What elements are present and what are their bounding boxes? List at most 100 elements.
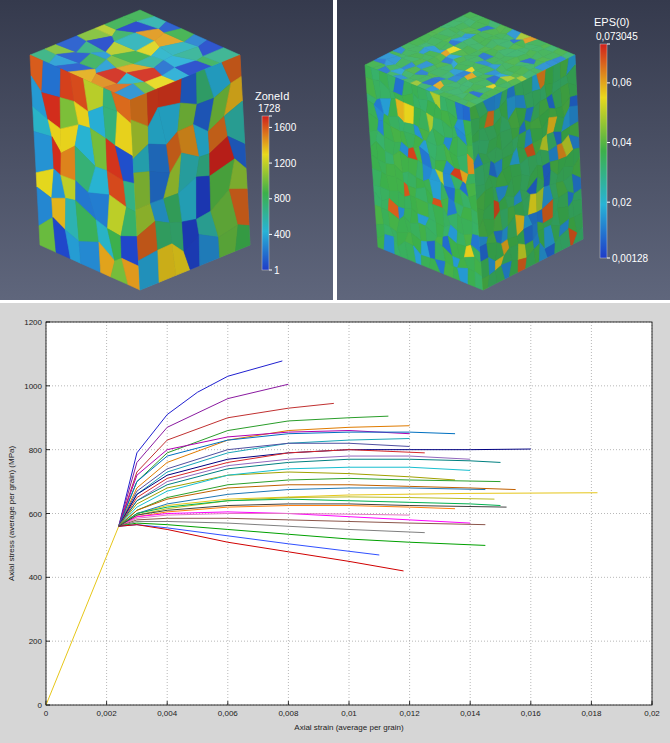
grain <box>115 146 134 184</box>
x-tick-label: 0,02 <box>644 709 660 718</box>
grain <box>371 67 380 80</box>
x-tick-label: 0 <box>44 709 49 718</box>
series-line <box>119 504 507 526</box>
series-line <box>119 521 425 532</box>
series-line <box>119 525 380 555</box>
colorbar-tick <box>269 234 272 235</box>
grid-line <box>46 641 652 642</box>
figure: ZoneId1400800120016001728EPS(0)0,001280,… <box>0 0 670 743</box>
cube <box>30 10 250 290</box>
grain <box>461 218 473 235</box>
colorbar-label: 0,02 <box>612 197 632 208</box>
tick <box>591 701 592 705</box>
grid-line <box>591 322 592 705</box>
grain <box>108 229 122 261</box>
colorbar-label: 0,06 <box>612 77 632 88</box>
plot-area <box>46 322 652 705</box>
x-axis-title: Axial strain (average per grain) <box>294 723 404 732</box>
grain <box>52 137 61 176</box>
colorbar-label: 0,00128 <box>612 253 649 264</box>
colorbar-tick <box>607 44 610 45</box>
grain <box>433 204 445 227</box>
tick <box>46 513 50 514</box>
colorbar-title: ZoneId <box>255 90 289 102</box>
tick <box>46 641 50 642</box>
series-line <box>119 525 404 571</box>
grid-line <box>530 322 531 705</box>
grain <box>466 174 475 184</box>
tick <box>288 701 289 705</box>
line-chart: 00,0020,0040,0060,0080,010,0120,0140,016… <box>0 303 670 743</box>
grain <box>463 105 471 121</box>
panel-background <box>0 0 333 300</box>
cube-panel: ZoneId1400800120016001728 <box>0 0 333 300</box>
grain <box>430 179 442 201</box>
chart-background <box>0 303 670 743</box>
tick <box>46 577 50 578</box>
grain <box>88 167 109 195</box>
grain <box>398 191 405 209</box>
x-tick-label: 0,018 <box>581 709 602 718</box>
grain <box>384 235 395 254</box>
plot-frame <box>46 322 652 705</box>
grain <box>90 128 107 171</box>
tick <box>167 701 168 705</box>
grain <box>400 151 408 173</box>
grain <box>385 151 394 164</box>
x-tick-label: 0,016 <box>521 709 542 718</box>
y-tick-label: 200 <box>29 637 43 646</box>
x-tick-label: 0,01 <box>341 709 357 718</box>
colorbar-tick <box>607 202 610 203</box>
colorbar-label: 1728 <box>258 103 281 114</box>
y-tick-label: 0 <box>38 701 43 710</box>
y-tick-label: 600 <box>29 510 43 519</box>
face-shade <box>130 55 250 290</box>
colorbar-tick <box>269 116 272 117</box>
series-line <box>119 488 486 526</box>
colorbar-label: 0,073045 <box>596 31 638 42</box>
grain <box>42 61 61 98</box>
tick <box>227 701 228 705</box>
colorbar-tick <box>269 198 272 199</box>
colorbar-label: 1600 <box>274 122 297 133</box>
grain <box>377 235 385 250</box>
colorbar-tick <box>607 82 610 83</box>
grain <box>79 242 101 273</box>
grain <box>468 269 476 288</box>
grain <box>458 268 469 284</box>
grain <box>427 241 435 260</box>
y-tick-label: 400 <box>29 573 43 582</box>
series-line <box>119 361 283 526</box>
grain <box>61 146 76 181</box>
cube <box>365 12 583 290</box>
series-line <box>119 478 501 526</box>
grid-line <box>46 385 652 386</box>
y-tick-label: 800 <box>29 446 43 455</box>
grain <box>433 128 445 146</box>
grain <box>61 175 76 200</box>
tick <box>470 701 471 705</box>
colorbar <box>600 44 607 258</box>
colorbar-title: EPS(0) <box>594 16 629 28</box>
series-line <box>119 512 470 526</box>
x-tick-label: 0,006 <box>218 709 239 718</box>
grain <box>404 103 414 125</box>
colorbar-tick <box>269 270 272 271</box>
grain <box>414 246 422 265</box>
grain <box>457 137 467 157</box>
y-tick-label: 1200 <box>24 318 42 327</box>
x-tick-label: 0,004 <box>157 709 178 718</box>
grain <box>83 79 103 112</box>
grid-line <box>46 577 652 578</box>
grain <box>408 186 416 198</box>
tick <box>349 701 350 705</box>
grain <box>444 262 454 278</box>
cube-panel: EPS(0) 0,00128 0,02 0,04 0,06 0,073045 <box>337 0 670 300</box>
grain <box>34 132 54 173</box>
tick <box>106 701 107 705</box>
series-line <box>119 449 531 526</box>
colorbar-label: 0,04 <box>612 137 632 148</box>
tick <box>409 701 410 705</box>
colorbar-label: 400 <box>274 229 291 240</box>
grain <box>124 181 136 212</box>
